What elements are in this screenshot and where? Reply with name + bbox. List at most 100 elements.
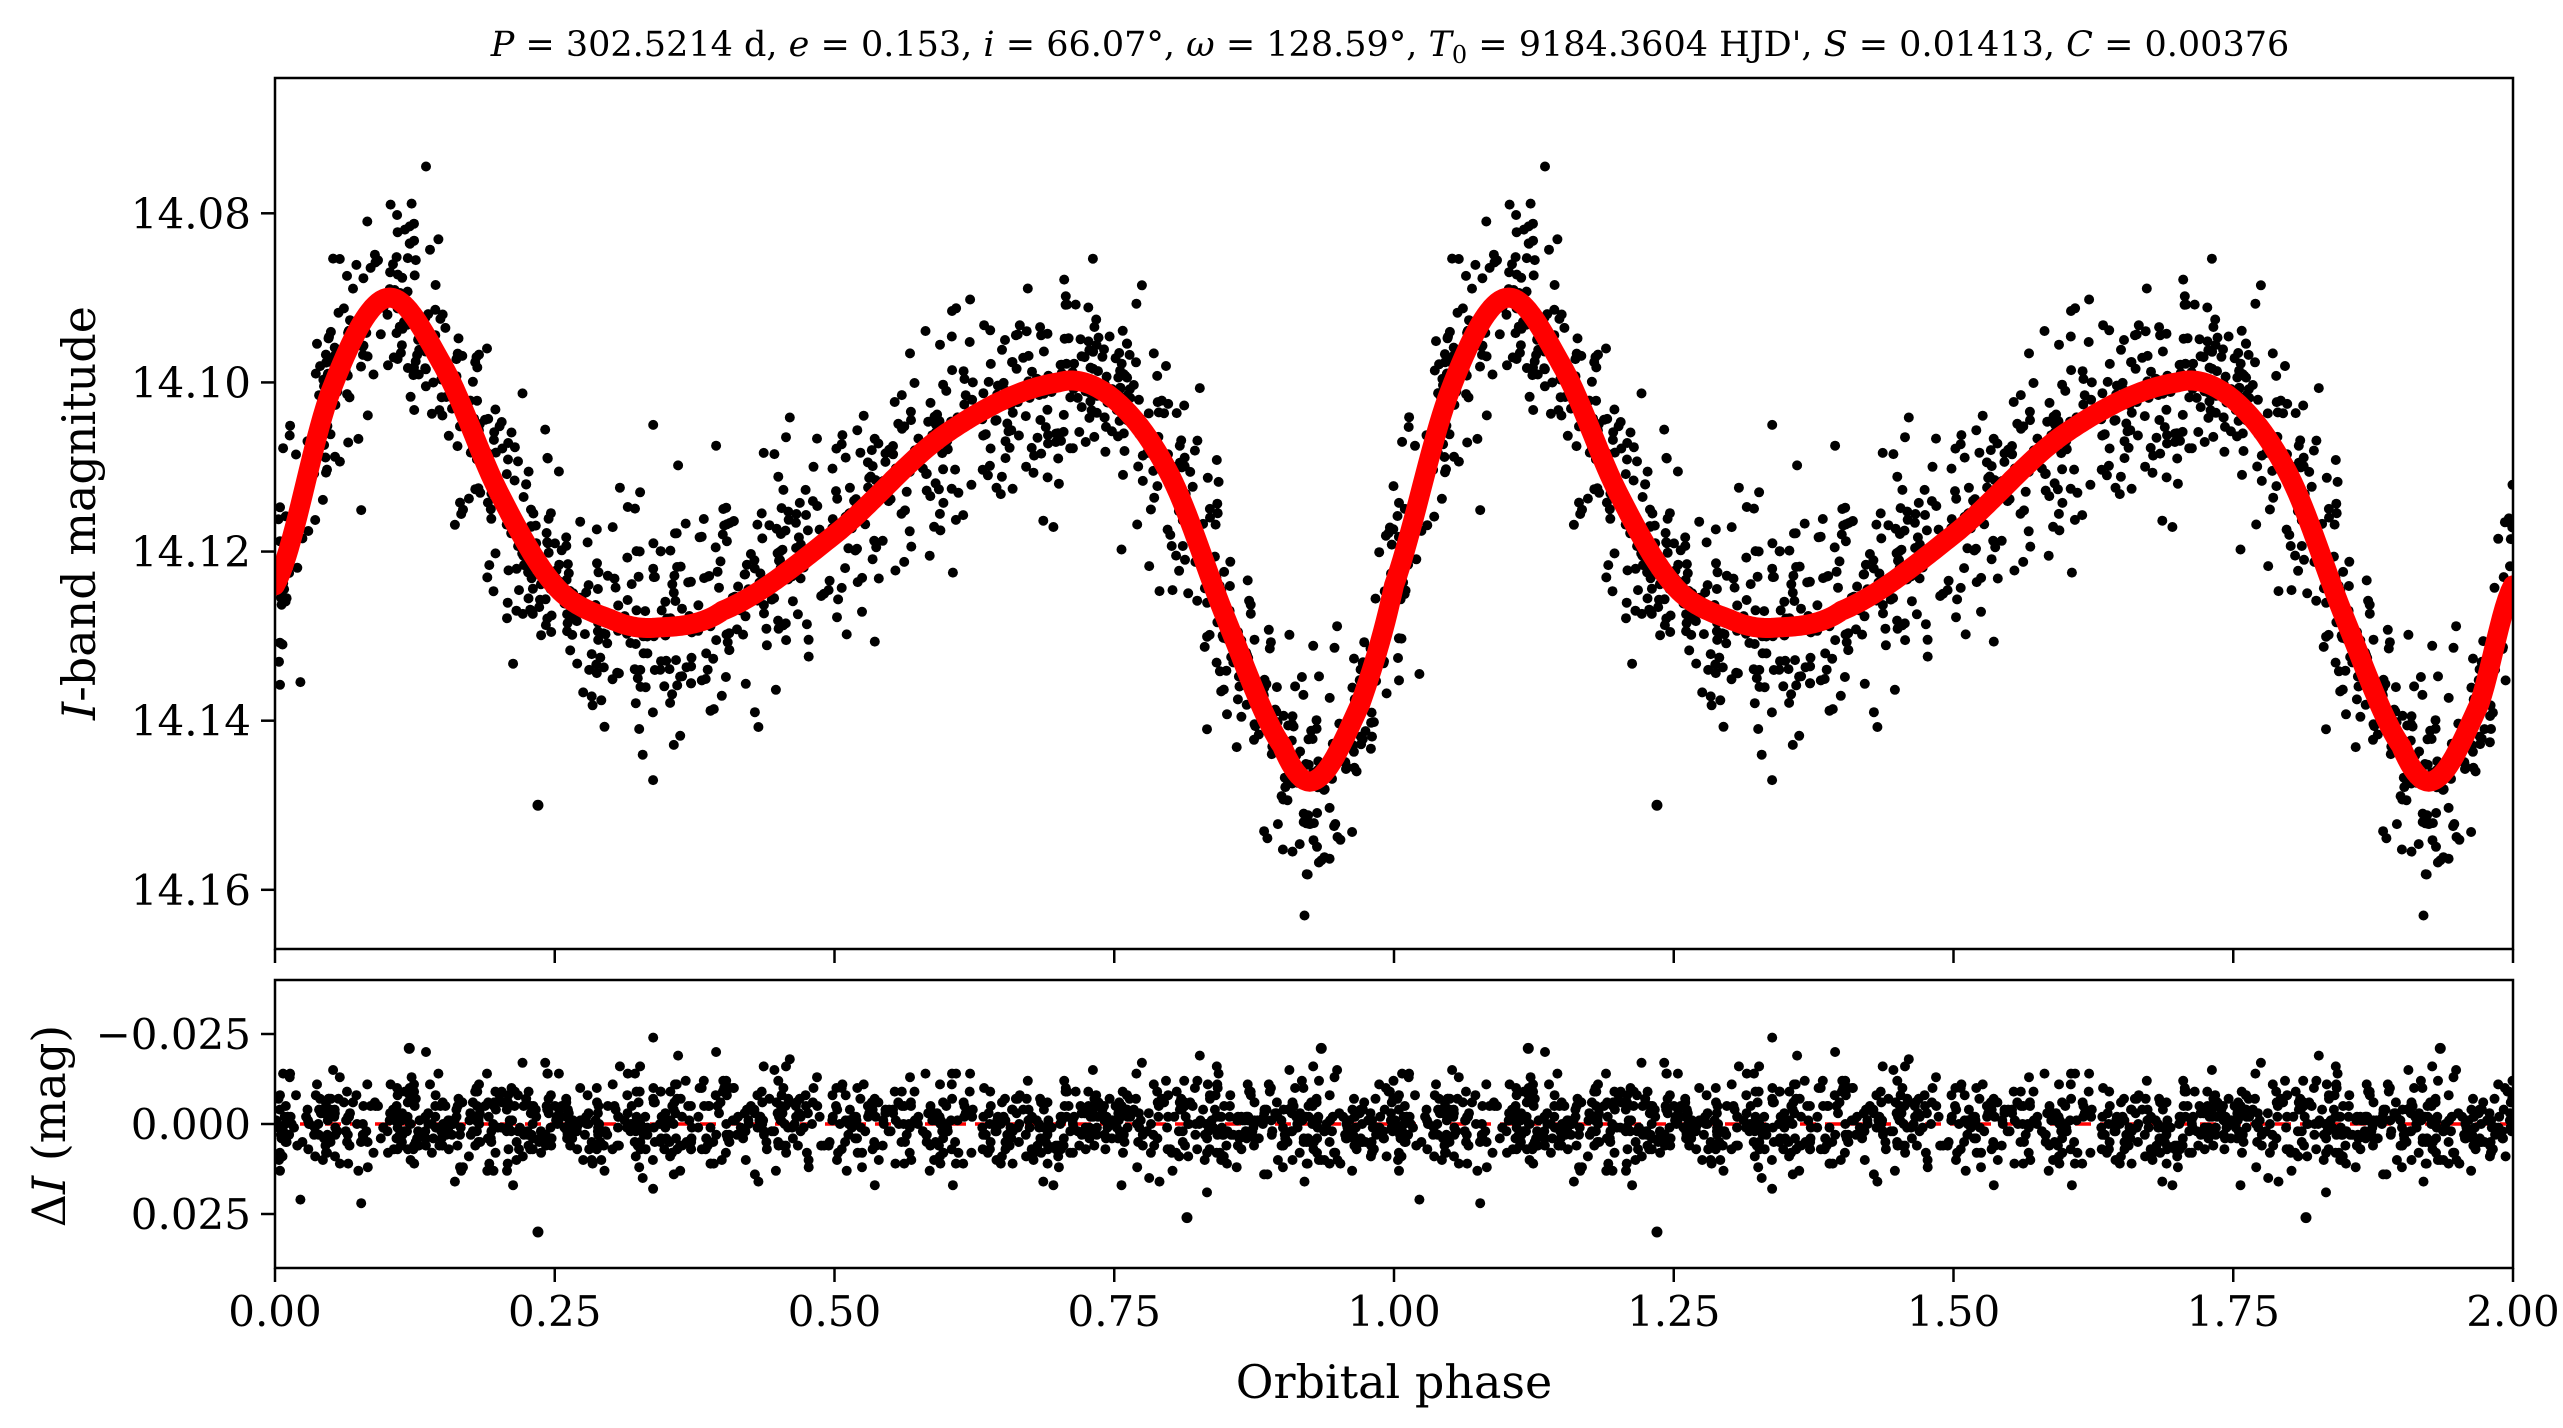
data-point xyxy=(1836,529,1847,540)
data-point xyxy=(2042,416,2053,427)
residual-point xyxy=(489,1097,500,1108)
x-tick-label: 1.75 xyxy=(2186,1287,2280,1336)
residual-point xyxy=(591,1083,602,1093)
y-tick-label: 0.000 xyxy=(131,1100,251,1149)
data-point xyxy=(648,563,659,574)
residual-point xyxy=(1313,1111,1324,1122)
residual-point xyxy=(552,1119,563,1129)
data-point xyxy=(1926,496,1937,507)
residual-point xyxy=(2403,1065,2414,1075)
data-point xyxy=(1439,452,1450,462)
residual-point xyxy=(1813,1083,1824,1093)
residual-point xyxy=(869,1093,880,1104)
data-point xyxy=(832,493,843,504)
data-point xyxy=(2044,491,2055,502)
residual-point xyxy=(2066,1093,2077,1104)
data-point xyxy=(513,456,523,467)
residual-point xyxy=(1327,1126,1337,1137)
residual-point xyxy=(665,1086,676,1097)
data-point xyxy=(1128,380,1139,390)
data-point xyxy=(827,463,838,474)
data-point xyxy=(1133,394,1144,405)
residual-point xyxy=(787,1133,798,1144)
data-point xyxy=(1839,672,1850,682)
data-point xyxy=(710,542,721,553)
data-point xyxy=(2414,746,2425,757)
residual-point xyxy=(1002,1129,1013,1140)
residual-point xyxy=(1665,1140,1676,1151)
residual-point xyxy=(1370,1093,1381,1104)
data-point xyxy=(2332,476,2343,487)
residual-point xyxy=(1767,1093,1778,1104)
data-point xyxy=(1938,588,1949,599)
data-point xyxy=(1774,664,1785,675)
residual-point xyxy=(781,1061,791,1072)
data-point xyxy=(685,576,696,587)
data-point xyxy=(1646,608,1657,619)
data-point xyxy=(924,550,935,561)
data-point xyxy=(632,673,643,684)
data-point xyxy=(1609,548,1620,559)
residual-point xyxy=(2498,1133,2508,1144)
data-point xyxy=(1661,453,1672,464)
x-tick-label: 0.75 xyxy=(1067,1287,1161,1336)
data-point xyxy=(610,582,621,593)
data-point xyxy=(1299,910,1310,921)
data-point xyxy=(1632,456,1642,467)
residual-point xyxy=(1161,1075,1171,1086)
residual-point xyxy=(2043,1165,2054,1176)
residual-point xyxy=(1247,1126,1258,1137)
data-point xyxy=(1909,517,1920,528)
data-point xyxy=(1860,559,1871,570)
data-point xyxy=(757,533,768,544)
data-point xyxy=(2420,818,2431,829)
data-point xyxy=(935,525,946,536)
data-point xyxy=(1556,309,1567,320)
data-point xyxy=(276,599,287,610)
data-point xyxy=(443,430,454,441)
data-point xyxy=(2321,631,2332,642)
data-point xyxy=(2448,642,2459,653)
data-point xyxy=(733,581,744,592)
data-point xyxy=(985,443,996,454)
data-point xyxy=(1091,340,1102,350)
residual-point xyxy=(795,1111,806,1122)
data-point xyxy=(802,525,813,536)
data-point xyxy=(1871,519,1882,530)
residual-point xyxy=(356,1198,367,1209)
data-point xyxy=(1749,503,1759,514)
data-point xyxy=(1539,381,1550,392)
data-point xyxy=(2066,365,2077,376)
data-point xyxy=(2181,299,2192,310)
data-point xyxy=(1874,568,1885,579)
data-point xyxy=(2275,395,2286,406)
data-point xyxy=(1192,435,1203,446)
data-point xyxy=(1976,606,1986,617)
residual-point xyxy=(880,1104,891,1115)
residual-point xyxy=(1539,1133,1550,1144)
residual-point xyxy=(1410,1090,1420,1101)
residual-point xyxy=(1249,1140,1259,1151)
data-point xyxy=(741,559,752,570)
data-point xyxy=(1690,616,1701,627)
residual-point xyxy=(1154,1176,1165,1187)
data-point xyxy=(2065,331,2076,342)
data-point xyxy=(630,698,641,709)
residual-point xyxy=(1332,1065,1343,1075)
residual-point xyxy=(1834,1097,1845,1108)
residual-point xyxy=(2104,1137,2115,1147)
residual-point xyxy=(1779,1122,1790,1133)
data-point xyxy=(1721,570,1732,581)
data-point xyxy=(1988,636,1999,647)
residual-point xyxy=(700,1144,711,1155)
residual-point xyxy=(1383,1086,1394,1097)
residual-point xyxy=(743,1119,754,1129)
data-point xyxy=(1951,612,1961,623)
residual-point xyxy=(938,1147,949,1158)
residual-point xyxy=(1379,1133,1389,1144)
data-point xyxy=(1607,434,1618,445)
residual-point xyxy=(1461,1129,1472,1140)
data-point xyxy=(1263,624,1274,635)
